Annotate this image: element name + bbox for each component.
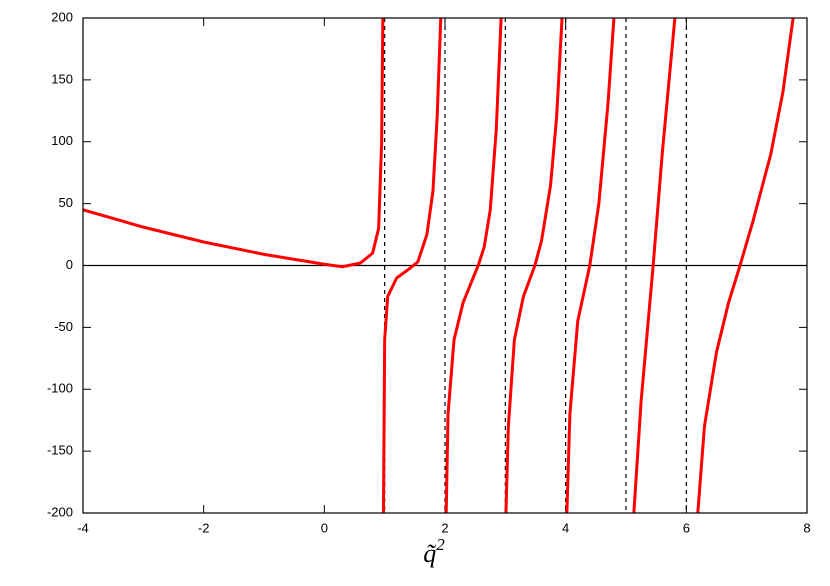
- x-tick-label: 4: [562, 520, 569, 535]
- x-label-base: q̃: [423, 539, 437, 568]
- x-tick-label: 6: [683, 520, 690, 535]
- y-tick-label: -50: [54, 319, 73, 334]
- y-tick-label: -200: [47, 504, 73, 519]
- y-tick-label: 200: [51, 9, 73, 24]
- curve: [83, 18, 795, 513]
- x-axis-label: q̃2: [423, 535, 445, 568]
- y-tick-label: 100: [51, 133, 73, 148]
- x-label-sup: 2: [436, 535, 445, 554]
- y-tick-label: 150: [51, 71, 73, 86]
- x-tick-label: 0: [321, 520, 328, 535]
- x-tick-label: -4: [77, 520, 89, 535]
- x-tick-label: 2: [441, 520, 448, 535]
- y-tick-label: 0: [66, 257, 73, 272]
- y-tick-label: -150: [47, 443, 73, 458]
- plot-frame: [82, 17, 808, 514]
- y-tick-label: -100: [47, 381, 73, 396]
- x-tick-label: -2: [198, 520, 210, 535]
- x-tick-label: 8: [803, 520, 810, 535]
- y-tick-label: 50: [59, 195, 73, 210]
